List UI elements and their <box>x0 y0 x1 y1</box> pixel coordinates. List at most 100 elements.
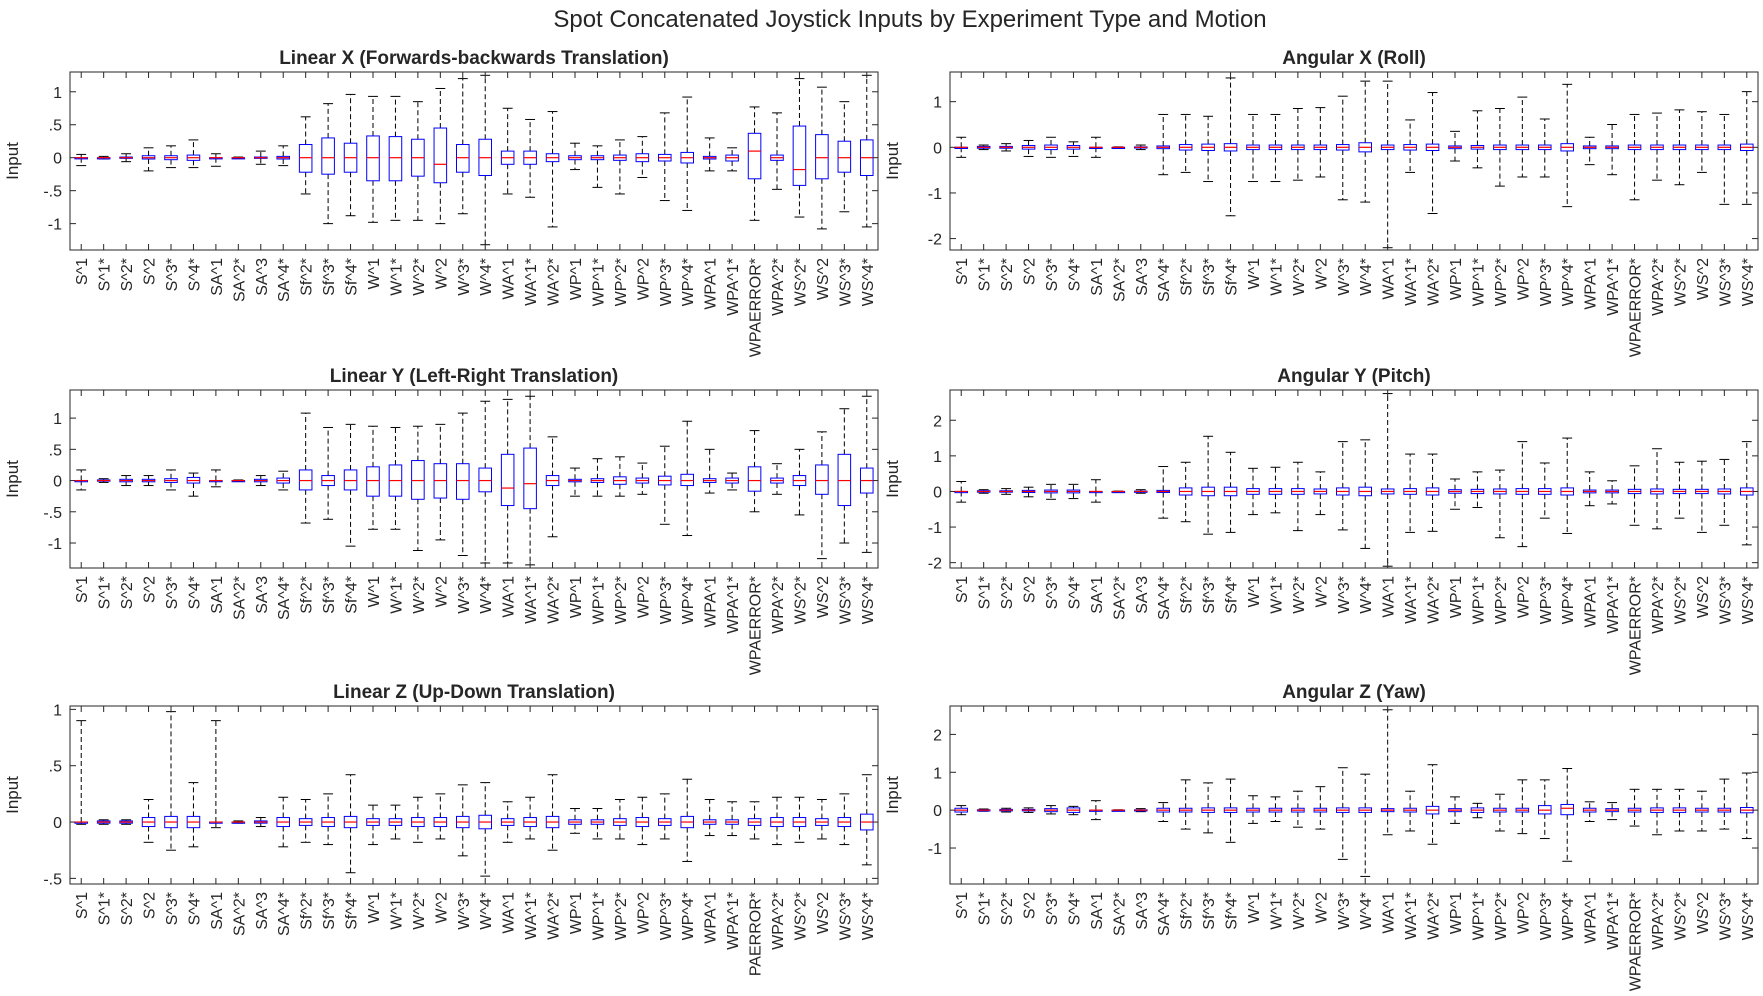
x-tick-label: Sf^4* <box>1224 258 1241 296</box>
box-WP^1 <box>1448 796 1462 824</box>
box-WS^2* <box>792 448 807 516</box>
x-tick-label: S^1 <box>74 892 91 919</box>
box-WS^2 <box>815 86 829 230</box>
box-WS^2* <box>792 796 807 843</box>
box-WP^1 <box>568 808 582 834</box>
axes-frame <box>69 389 879 569</box>
x-tick-label: WPA^1 <box>1583 258 1600 310</box>
y-axis-label: Input <box>883 776 902 814</box>
iqr-box <box>478 467 493 493</box>
axes-frame <box>69 71 879 251</box>
box-S^1 <box>954 480 969 503</box>
iqr-box <box>455 144 470 173</box>
box-WP^1* <box>1470 110 1485 169</box>
box-SA^2* <box>231 156 246 160</box>
x-tick-label: S^3* <box>1044 892 1061 925</box>
box-WA^2* <box>545 436 560 538</box>
iqr-box <box>343 469 358 491</box>
box-WPA^1* <box>1605 480 1619 505</box>
y-tick-label: 0 <box>53 474 62 491</box>
box-WP^3* <box>1537 462 1552 519</box>
box-S^1* <box>976 489 991 494</box>
box-SA^4* <box>276 470 291 491</box>
axes-title: Angular X (Roll) <box>1282 48 1426 69</box>
x-tick-label: W^2* <box>1291 258 1308 296</box>
x-tick-label: SA^1 <box>209 892 226 930</box>
box-S^2 <box>141 799 156 843</box>
x-tick-label: WS^2 <box>815 258 832 300</box>
y-tick-label: .5 <box>49 442 62 459</box>
y-tick-label: -1 <box>48 217 62 234</box>
box-S^4* <box>1066 141 1081 157</box>
box-S^1 <box>74 153 89 167</box>
x-tick-label: SA^1 <box>1089 892 1106 930</box>
box-WP^1* <box>590 808 605 840</box>
box-Sf^2* <box>298 412 313 524</box>
box-WS^2 <box>1695 460 1709 533</box>
iqr-box <box>747 132 762 180</box>
x-tick-label: WPAERROR* <box>1628 258 1645 357</box>
box-S^4* <box>1066 805 1081 816</box>
x-tick-label: W^1* <box>388 576 405 614</box>
box-WPA^2* <box>1650 112 1664 181</box>
x-tick-label: WS^2 <box>1695 576 1712 618</box>
box-S^1* <box>976 808 991 812</box>
x-tick-label: WA^1* <box>1403 892 1420 940</box>
x-tick-label: S^1 <box>74 258 91 285</box>
x-tick-label: WPA^1* <box>1605 892 1622 950</box>
box-WPA^1 <box>1582 136 1597 166</box>
y-axis-label: Input <box>883 460 902 498</box>
y-tick-label: -2 <box>928 232 942 249</box>
box-S^2 <box>1021 139 1036 157</box>
x-tick-label: WS^3* <box>837 258 854 306</box>
y-tick-label: 1 <box>933 765 942 782</box>
box-S^2 <box>1021 807 1036 813</box>
y-tick-label: 1 <box>933 449 942 466</box>
x-tick-label: S^2 <box>1022 576 1039 603</box>
x-tick-label: W^2* <box>411 258 428 296</box>
x-tick-label: WPA^2* <box>770 576 787 634</box>
x-tick-label: S^3* <box>1044 258 1061 291</box>
box-S^3* <box>164 711 178 851</box>
axes-panel-4: Angular Y (Pitch) Input -2 -1 0 1 2 S^1 S^1* S^2*… <box>883 366 1759 675</box>
x-tick-label: WS^3* <box>837 576 854 624</box>
x-tick-label: SA^3 <box>1134 576 1151 614</box>
y-axis-label: Input <box>3 776 22 814</box>
box-WS^4* <box>1739 91 1754 205</box>
x-tick-label: S^1* <box>97 576 114 609</box>
box-WP^2 <box>635 136 650 178</box>
box-W^2* <box>411 425 425 552</box>
x-tick-label: Sf^2* <box>1179 576 1196 614</box>
x-tick-label: WS^4* <box>1740 576 1757 624</box>
iqr-box <box>837 453 852 507</box>
box-Sf^4* <box>1223 77 1238 217</box>
box-WPA^1* <box>725 472 739 491</box>
x-tick-label: WP^3* <box>1538 258 1555 306</box>
x-tick-label: W^4* <box>478 892 495 930</box>
box-W^3* <box>455 78 470 215</box>
x-tick-label: WPA^2* <box>770 258 787 316</box>
x-tick-label: WP^3* <box>658 258 675 306</box>
y-tick-label: -1 <box>928 186 942 203</box>
box-WPA^1* <box>725 147 739 172</box>
box-WP^2 <box>1515 441 1530 548</box>
box-SA^2* <box>1111 490 1126 494</box>
box-W^4* <box>1358 80 1373 203</box>
x-tick-label: WA^1 <box>501 892 518 934</box>
x-tick-label: S^2 <box>1022 892 1039 919</box>
axes-panel-2: Angular X (Roll) Input -2 -1 0 1 S^1 S^1* S^2* S^… <box>883 48 1759 357</box>
x-tick-label: Sf^3* <box>1201 892 1218 930</box>
box-WS^4* <box>859 395 874 553</box>
y-tick-label: .5 <box>49 759 62 776</box>
box-W^1* <box>388 804 403 840</box>
iqr-box <box>366 135 380 182</box>
x-tick-label: Sf^4* <box>1224 892 1241 930</box>
iqr-box <box>792 125 807 186</box>
y-tick-label: 1 <box>53 85 62 102</box>
x-tick-label: WP^4* <box>1560 258 1577 306</box>
box-WS^3* <box>837 793 852 846</box>
x-tick-label: S^4* <box>1066 258 1083 291</box>
x-tick-label: SA^2* <box>231 892 248 936</box>
x-tick-label: WP^1 <box>568 258 585 300</box>
box-S^2* <box>119 153 133 163</box>
